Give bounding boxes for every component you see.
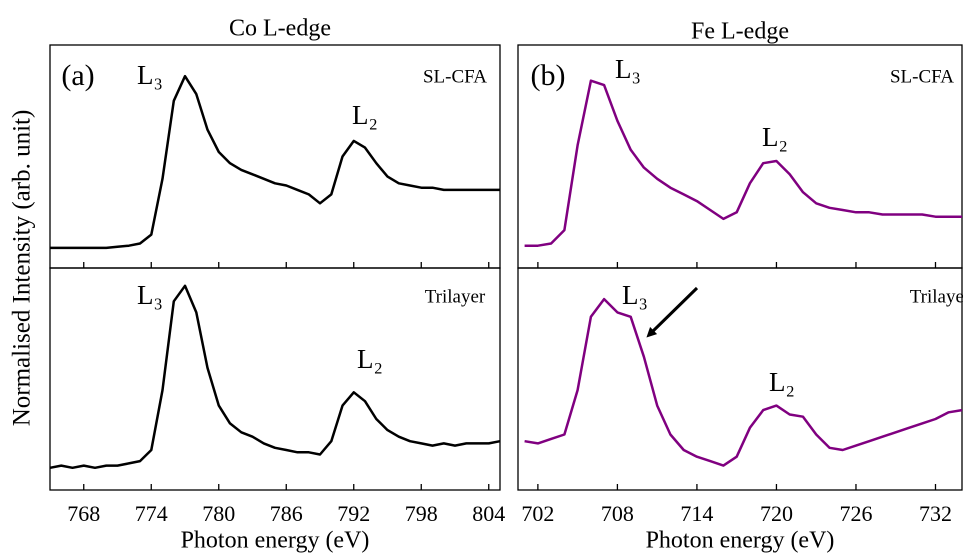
- peak-label: L₂: [762, 122, 788, 152]
- peak-label: L₂: [357, 344, 383, 374]
- x-axis-label: Photon energy (eV): [646, 528, 835, 554]
- data-line: [524, 297, 963, 467]
- peak-label: L₃: [622, 280, 648, 310]
- panel-title: Co L-edge: [229, 16, 331, 42]
- data-line: [49, 284, 501, 470]
- x-tick-label: 792: [337, 501, 370, 526]
- panel-label: (b): [531, 59, 566, 92]
- peak-label: L₃: [137, 60, 163, 90]
- sample-label: Trilayer: [425, 286, 486, 307]
- x-tick-label: 780: [202, 501, 235, 526]
- plot-frame: [517, 267, 963, 491]
- peak-label: L₃: [137, 280, 163, 310]
- data-line: [50, 74, 500, 250]
- sample-label: SL-CFA: [890, 66, 954, 87]
- x-tick-label: 720: [760, 501, 793, 526]
- x-tick-label: 798: [405, 501, 438, 526]
- peak-label: L₃: [615, 54, 641, 84]
- peak-label: L₂: [769, 367, 795, 397]
- x-tick-label: 714: [680, 501, 713, 526]
- x-tick-label: 702: [521, 501, 554, 526]
- x-tick-label: 708: [601, 501, 634, 526]
- x-tick-label: 804: [472, 501, 505, 526]
- data-line: [524, 79, 962, 247]
- y-axis-label: Normalised Intensity (arb. unit): [9, 110, 36, 427]
- x-tick-label: 774: [135, 501, 168, 526]
- x-axis-label: Photon energy (eV): [181, 528, 370, 554]
- panel-title: Fe L-edge: [691, 19, 789, 45]
- x-tick-label: 768: [67, 501, 100, 526]
- panel-label: (a): [61, 59, 94, 92]
- x-tick-label: 732: [919, 501, 952, 526]
- sample-label: SL-CFA: [423, 66, 487, 87]
- x-tick-label: 786: [270, 501, 303, 526]
- peak-label: L₂: [352, 100, 378, 130]
- x-tick-label: 726: [839, 501, 872, 526]
- plot-frame: [49, 267, 501, 491]
- arrow: [646, 286, 699, 338]
- sample-label: Trilayer: [910, 286, 963, 307]
